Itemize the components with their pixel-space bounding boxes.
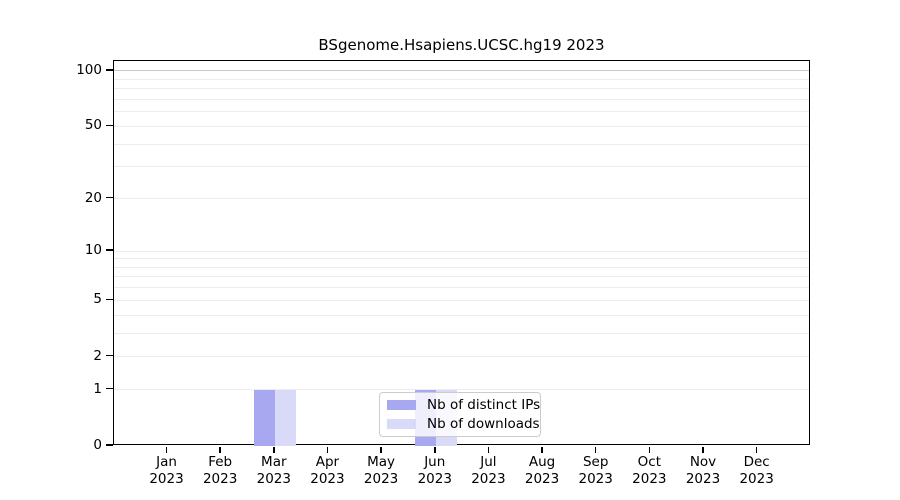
y-tick xyxy=(106,249,113,251)
y-tick-label: 10 xyxy=(84,242,102,259)
bar-downloads xyxy=(274,389,296,446)
legend-label-downloads: Nb of downloads xyxy=(427,415,540,432)
y-gridline xyxy=(114,143,809,145)
y-tick-label: 5 xyxy=(93,291,102,308)
x-tick xyxy=(165,446,168,453)
legend-swatch-distinct-ips xyxy=(387,400,416,410)
y-gridline xyxy=(114,266,809,268)
y-tick-label: 1 xyxy=(93,380,102,397)
y-gridline xyxy=(114,314,809,316)
y-gridline xyxy=(114,78,809,80)
x-tick xyxy=(380,446,382,453)
y-tick-label: 100 xyxy=(76,61,102,78)
y-gridline xyxy=(114,287,809,289)
x-tick-label: Feb 2023 xyxy=(202,454,238,487)
x-tick xyxy=(702,446,704,453)
bar-distinct-ips xyxy=(253,389,275,446)
y-gridline xyxy=(114,258,809,260)
y-gridline xyxy=(114,125,809,127)
legend-row-downloads: Nb of downloads xyxy=(387,416,540,432)
y-gridline xyxy=(114,299,809,301)
plot-area: Nb of distinct IPs Nb of downloads xyxy=(113,60,810,446)
x-tick-label: Aug 2023 xyxy=(524,454,560,487)
x-tick xyxy=(487,446,490,453)
x-tick xyxy=(648,446,651,453)
chart-title: BSgenome.Hsapiens.UCSC.hg19 2023 xyxy=(318,36,605,54)
y-tick xyxy=(106,387,113,390)
x-tick-label: Dec 2023 xyxy=(739,454,774,487)
legend: Nb of distinct IPs Nb of downloads xyxy=(379,392,541,437)
x-tick-label: Jun 2023 xyxy=(417,454,452,487)
y-gridline xyxy=(114,88,809,90)
x-tick xyxy=(273,446,275,453)
x-tick-label: Oct 2023 xyxy=(632,454,667,487)
x-tick xyxy=(541,446,543,453)
y-gridline xyxy=(114,111,809,113)
x-tick xyxy=(219,446,221,453)
x-tick-label: Nov 2023 xyxy=(685,454,721,487)
x-tick-label: May 2023 xyxy=(363,454,399,487)
y-gridline xyxy=(114,198,809,199)
y-tick xyxy=(106,124,113,127)
y-gridline xyxy=(114,70,809,72)
y-gridline xyxy=(114,356,809,358)
x-tick xyxy=(755,446,758,453)
y-tick xyxy=(106,69,113,71)
x-tick-label: Jul 2023 xyxy=(471,454,506,487)
x-tick-label: Jan 2023 xyxy=(149,454,184,487)
y-tick xyxy=(106,444,113,446)
y-tick-label: 20 xyxy=(84,189,102,206)
y-tick-label: 50 xyxy=(84,117,102,134)
legend-swatch-downloads xyxy=(387,419,416,429)
y-tick xyxy=(106,354,113,357)
x-tick xyxy=(594,446,597,453)
y-tick xyxy=(106,196,113,199)
legend-label-distinct-ips: Nb of distinct IPs xyxy=(427,396,541,413)
y-tick xyxy=(106,298,113,301)
x-tick-label: Apr 2023 xyxy=(310,454,345,487)
x-tick xyxy=(326,446,329,453)
y-gridline xyxy=(114,98,809,100)
y-tick-label: 0 xyxy=(93,437,102,453)
x-tick xyxy=(434,446,436,453)
x-tick-label: Sep 2023 xyxy=(578,454,613,487)
y-gridline xyxy=(114,276,809,278)
y-gridline xyxy=(114,389,809,391)
x-tick-label: Mar 2023 xyxy=(256,454,291,487)
y-tick-label: 2 xyxy=(93,347,102,364)
legend-row-distinct-ips: Nb of distinct IPs xyxy=(387,397,540,413)
y-gridline xyxy=(114,250,809,252)
y-gridline xyxy=(114,166,809,168)
y-gridline xyxy=(114,332,809,334)
